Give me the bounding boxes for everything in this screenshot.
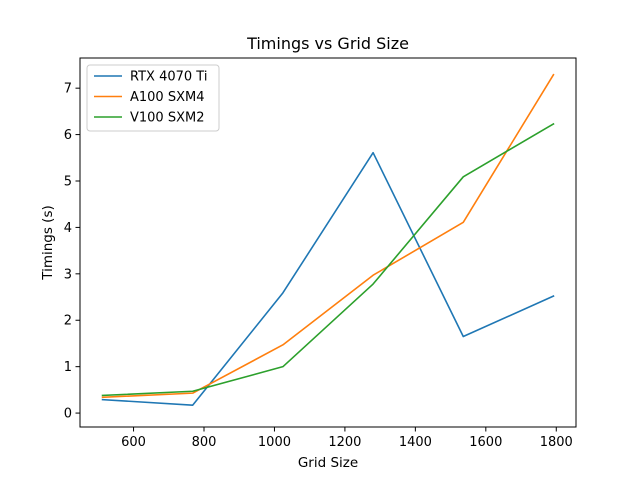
x-axis-label: Grid Size bbox=[298, 455, 358, 471]
y-tick-label: 5 bbox=[64, 175, 72, 190]
y-axis-label: Timings (s) bbox=[40, 205, 56, 281]
series-line-2 bbox=[101, 122, 555, 397]
y-tick-label: 2 bbox=[64, 314, 72, 329]
series-line-1 bbox=[101, 73, 555, 399]
y-tick-label: 4 bbox=[64, 221, 72, 236]
legend-label-1: A100 SXM4 bbox=[130, 90, 204, 105]
x-axis: 600 800 1000 1200 1400 1600 1800 bbox=[121, 427, 573, 450]
chart-title: Timings vs Grid Size bbox=[246, 34, 409, 53]
y-tick-label: 6 bbox=[64, 128, 72, 143]
x-tick-label: 1600 bbox=[469, 435, 502, 450]
x-tick-label: 600 bbox=[121, 435, 146, 450]
plot-frame bbox=[79, 57, 577, 428]
series-line-0 bbox=[101, 151, 555, 406]
x-tick-label: 1400 bbox=[399, 435, 432, 450]
series-layer bbox=[101, 73, 555, 406]
legend-box bbox=[86, 64, 220, 132]
legend-label-0: RTX 4070 Ti bbox=[130, 70, 207, 85]
y-tick-label: 3 bbox=[64, 267, 72, 282]
x-tick-label: 1200 bbox=[328, 435, 361, 450]
legend: RTX 4070 Ti A100 SXM4 V100 SXM2 bbox=[86, 64, 220, 132]
y-tick-label: 7 bbox=[64, 82, 72, 97]
y-axis: 0 1 2 3 4 5 6 7 bbox=[64, 82, 80, 422]
y-tick-label: 1 bbox=[64, 360, 72, 375]
x-tick-label: 800 bbox=[192, 435, 217, 450]
x-tick-label: 1800 bbox=[540, 435, 573, 450]
y-tick-label: 0 bbox=[64, 407, 72, 422]
x-tick-label: 1000 bbox=[258, 435, 291, 450]
legend-label-2: V100 SXM2 bbox=[130, 111, 204, 126]
